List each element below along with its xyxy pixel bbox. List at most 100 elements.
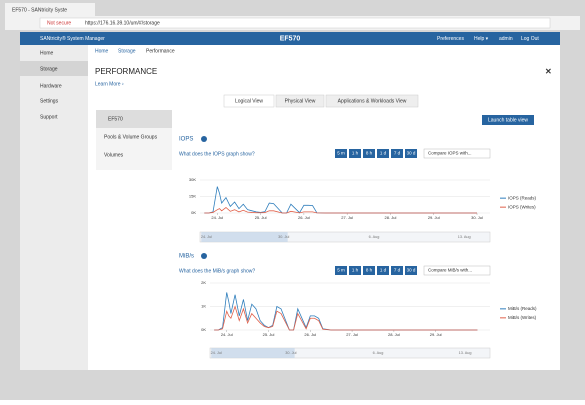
range-button[interactable] bbox=[377, 149, 389, 158]
brand: SANtricity® System Manager bbox=[40, 35, 105, 42]
range-button[interactable] bbox=[363, 149, 375, 158]
y-tick-label: 0K bbox=[191, 210, 196, 215]
help-icon[interactable] bbox=[201, 136, 207, 142]
address-bar[interactable] bbox=[39, 17, 551, 29]
series-line bbox=[214, 305, 478, 331]
navigator-label: 13. Aug bbox=[458, 235, 471, 239]
range-button[interactable] bbox=[391, 266, 403, 275]
app-header bbox=[20, 32, 560, 45]
x-tick-label: 24. Jul bbox=[221, 332, 233, 337]
x-tick-label: 26. Jul bbox=[304, 332, 316, 337]
range-label: 30 d bbox=[407, 268, 416, 273]
launch-label: Launch table view bbox=[488, 117, 528, 123]
tab[interactable] bbox=[275, 94, 325, 108]
sidebar-active bbox=[20, 61, 88, 76]
compare-label: Compare MiB/s with... bbox=[428, 268, 472, 273]
x-tick-label: 27. Jul bbox=[341, 215, 353, 220]
menu-item[interactable]: Log Out bbox=[521, 36, 539, 42]
nav-item[interactable]: Home bbox=[40, 50, 54, 56]
breadcrumb[interactable]: Home bbox=[95, 48, 109, 54]
help-link[interactable]: What does the IOPS graph show? bbox=[179, 151, 255, 157]
launch-button[interactable] bbox=[482, 115, 534, 125]
navigator-label: 30. Jul bbox=[285, 351, 296, 355]
range-label: 1 d bbox=[380, 268, 387, 273]
navigator[interactable] bbox=[199, 231, 491, 243]
range-button[interactable] bbox=[349, 149, 361, 158]
range-label: 5 m bbox=[337, 151, 345, 156]
range-button[interactable] bbox=[335, 149, 347, 158]
url: https://176.16.39.10/um/#/storage bbox=[85, 20, 160, 26]
menu-item[interactable]: Preferences bbox=[437, 36, 464, 42]
range-label: 8 h bbox=[366, 151, 373, 156]
navigator[interactable] bbox=[209, 347, 491, 359]
range-button[interactable] bbox=[405, 266, 417, 275]
navigator-label: 6. Aug bbox=[373, 351, 384, 355]
tab-active[interactable] bbox=[223, 94, 275, 108]
help-link[interactable]: What does the MiB/s graph show? bbox=[179, 268, 255, 274]
chart-title: IOPS bbox=[179, 137, 193, 143]
range-label: 30 d bbox=[407, 151, 416, 156]
tab-label: Logical View bbox=[235, 98, 263, 104]
tab[interactable] bbox=[325, 94, 419, 108]
x-tick-label: 28. Jul bbox=[385, 215, 397, 220]
nav-item[interactable]: Support bbox=[40, 114, 58, 120]
navigator-label: 6. Aug bbox=[369, 235, 380, 239]
breadcrumb: Performance bbox=[146, 48, 175, 54]
close[interactable]: ✕ bbox=[545, 67, 552, 76]
page-title: PERFORMANCE bbox=[95, 67, 157, 76]
tree-item[interactable]: Volumes bbox=[104, 152, 124, 158]
range-label: 7 d bbox=[394, 268, 401, 273]
navigator-label: 13. Aug bbox=[459, 351, 472, 355]
range-button[interactable] bbox=[363, 266, 375, 275]
nav-item[interactable]: Storage bbox=[40, 66, 58, 72]
tab-label: Physical View bbox=[285, 98, 316, 104]
content bbox=[88, 45, 560, 370]
tree-item[interactable]: Pools & Volume Groups bbox=[104, 134, 158, 140]
menu-item[interactable]: admin bbox=[499, 36, 513, 42]
learn-more[interactable]: Learn More › bbox=[95, 81, 124, 87]
tree-selected bbox=[96, 110, 172, 128]
range-button[interactable] bbox=[405, 149, 417, 158]
nav-item[interactable]: Hardware bbox=[40, 83, 62, 89]
x-tick-label: 26. Jul bbox=[298, 215, 310, 220]
range-label: 1 h bbox=[352, 151, 359, 156]
legend-label: MiB/s (Reads) bbox=[508, 306, 537, 311]
compare-dropdown[interactable] bbox=[423, 265, 491, 276]
x-tick-label: 29. Jul bbox=[428, 215, 440, 220]
y-tick-label: 1K bbox=[201, 304, 206, 309]
navigator-label: 24. Jul bbox=[211, 351, 222, 355]
nav-item[interactable]: Settings bbox=[40, 98, 59, 104]
x-tick-label: 28. Jul bbox=[388, 332, 400, 337]
tab-title: EF570 - SANtricity Syste bbox=[12, 7, 67, 13]
y-tick-label: 30K bbox=[189, 177, 196, 182]
breadcrumb[interactable]: Storage bbox=[118, 48, 136, 54]
range-button[interactable] bbox=[335, 266, 347, 275]
chart-title: MiB/s bbox=[179, 254, 194, 260]
navigator-label: 30. Jul bbox=[278, 235, 289, 239]
x-tick-label: 30. Jul bbox=[471, 215, 483, 220]
range-button[interactable] bbox=[391, 149, 403, 158]
navigator-label: 24. Jul bbox=[201, 235, 212, 239]
y-tick-label: 0K bbox=[201, 327, 206, 332]
range-label: 8 h bbox=[366, 268, 373, 273]
range-button[interactable] bbox=[377, 266, 389, 275]
navigator-window[interactable] bbox=[201, 232, 288, 242]
x-tick-label: 29. Jul bbox=[430, 332, 442, 337]
compare-dropdown[interactable] bbox=[423, 148, 491, 159]
y-tick-label: 2K bbox=[201, 280, 206, 285]
y-tick-label: 15K bbox=[189, 194, 196, 199]
menu-item[interactable]: Help ▾ bbox=[474, 36, 489, 42]
tab-label: Applications & Workloads View bbox=[338, 98, 407, 104]
range-label: 1 d bbox=[380, 151, 387, 156]
x-tick-label: 27. Jul bbox=[346, 332, 358, 337]
help-icon[interactable] bbox=[201, 253, 207, 259]
x-tick-label: 24. Jul bbox=[211, 215, 223, 220]
x-tick-label: 25. Jul bbox=[255, 215, 267, 220]
navigator-window[interactable] bbox=[211, 348, 295, 358]
tree-item[interactable]: EF570 bbox=[108, 116, 123, 122]
browser-tab[interactable] bbox=[5, 3, 95, 16]
range-button[interactable] bbox=[349, 266, 361, 275]
system-name: EF570 bbox=[280, 35, 301, 42]
range-label: 7 d bbox=[394, 151, 401, 156]
